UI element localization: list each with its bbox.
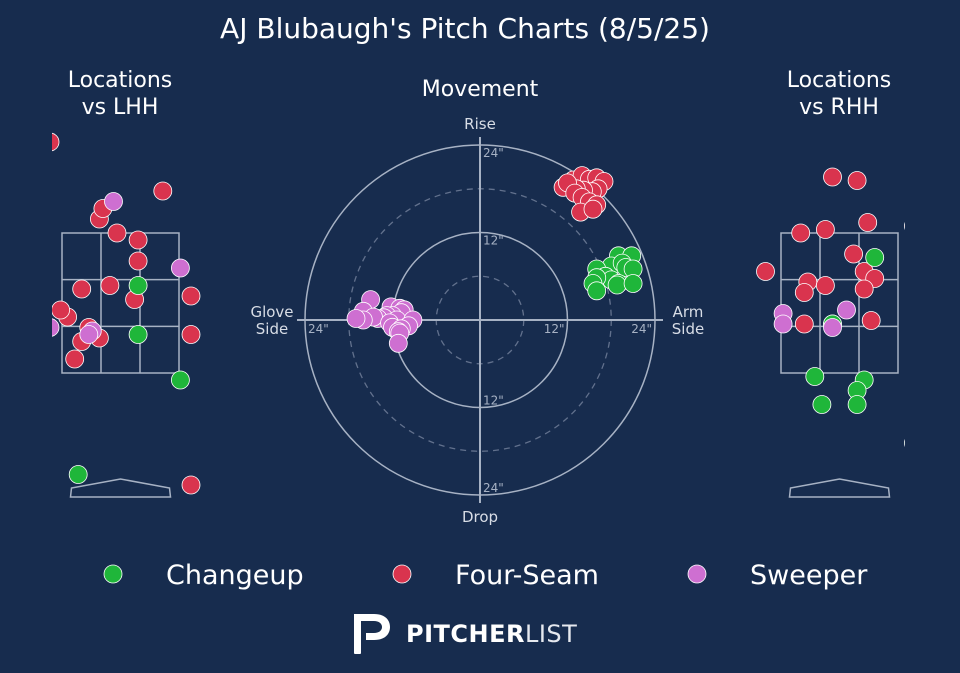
lhh-point-four-seam	[100, 276, 120, 295]
ring-label: 12"	[483, 234, 504, 248]
rhh-point-four-seam	[861, 311, 881, 330]
lhh-points	[16, 132, 201, 495]
lhh-point-four-seam	[72, 279, 92, 299]
movement-point-sweeper	[388, 333, 408, 353]
lhh-home-plate	[69, 478, 172, 498]
lhh-point-sweeper	[170, 258, 190, 278]
rhh-point-sweeper	[823, 318, 842, 337]
lhh-point-four-seam	[153, 181, 173, 201]
lhh-point-four-seam	[181, 286, 201, 306]
rhh-point-four-seam	[794, 314, 814, 334]
legend-marker-sweeper	[687, 564, 707, 584]
movement-point-four-seam	[583, 199, 603, 219]
rhh-point-sweeper	[837, 300, 856, 320]
axis-label-rise: Rise	[464, 115, 496, 133]
lhh-point-changeup	[128, 325, 148, 344]
lhh-point-four-seam	[16, 305, 34, 323]
rhh-point-four-seam	[922, 207, 940, 225]
axis-label-glove-side: Side	[256, 320, 288, 338]
rhh-title-line1: Locations	[787, 68, 892, 93]
rhh-point-changeup	[805, 367, 825, 386]
lhh-point-four-seam	[52, 132, 60, 152]
rhh-title-line2: vs RHH	[799, 95, 879, 120]
pitcherlist-logo: PITCHERLIST	[352, 612, 577, 656]
legend-label-changeup: Changeup	[166, 560, 304, 591]
movement-panel: Movement 24" 12" 12" 24" 12" 24" 24" Rise Drop Gl…	[250, 77, 704, 526]
rhh-strike-zone	[780, 232, 899, 374]
ring-label: 24"	[308, 322, 329, 336]
rhh-point-sweeper	[704, 347, 722, 365]
rhh-point-changeup	[929, 273, 947, 291]
legend-label-sweeper: Sweeper	[750, 560, 868, 591]
rhh-point-changeup	[847, 395, 867, 414]
lhh-point-four-seam	[107, 223, 127, 243]
ring-label: 12"	[544, 322, 565, 336]
axis-label-glove-side: Glove	[250, 303, 293, 321]
lhh-point-four-seam	[181, 475, 201, 495]
rhh-point-four-seam	[823, 167, 842, 187]
lhh-point-changeup	[128, 276, 148, 295]
rhh-point-four-seam	[904, 221, 905, 231]
legend: Changeup Four-Seam Sweeper	[103, 560, 868, 591]
lhh-title-line1: Locations	[68, 68, 173, 93]
lhh-point-sweeper	[79, 325, 99, 344]
rhh-point-four-seam	[756, 262, 775, 281]
figure-title: AJ Blubaugh's Pitch Charts (8/5/25)	[220, 12, 710, 45]
ring-label: 24"	[483, 481, 504, 495]
logo-text-bold: PITCHER	[406, 620, 525, 648]
lhh-point-four-seam	[52, 300, 70, 320]
rhh-point-sweeper	[672, 417, 690, 435]
pitcherlist-logo-icon	[354, 614, 390, 654]
lhh-point-changeup	[170, 370, 190, 390]
lhh-point-four-seam	[181, 325, 201, 344]
axis-label-arm-side: Side	[672, 320, 704, 338]
movement-points	[346, 166, 643, 353]
movement-title: Movement	[422, 77, 539, 102]
rhh-point-four-seam	[844, 244, 863, 264]
movement-point-sweeper	[346, 309, 366, 328]
rhh-point-changeup	[812, 395, 832, 414]
ring-label: 24"	[631, 322, 652, 336]
lhh-locations-panel: Locations vs LHH	[16, 68, 201, 498]
ring-label: 12"	[483, 394, 504, 408]
rhh-point-changeup	[865, 248, 885, 267]
lhh-point-four-seam	[23, 385, 41, 403]
lhh-point-sweeper	[104, 192, 123, 211]
legend-label-four-seam: Four-Seam	[455, 560, 599, 591]
rhh-point-four-seam	[854, 279, 874, 299]
rhh-point-four-seam	[847, 171, 867, 190]
rhh-point-changeup	[929, 350, 947, 368]
lhh-point-changeup	[23, 417, 41, 435]
axis-label-arm-side: Arm	[673, 303, 704, 321]
lhh-point-sweeper	[27, 322, 45, 340]
rhh-points	[668, 167, 947, 448]
rhh-point-changeup	[904, 438, 905, 448]
logo-text-light: LIST	[524, 620, 578, 648]
rhh-point-sweeper	[672, 392, 690, 410]
lhh-point-four-seam	[128, 230, 148, 250]
rhh-point-four-seam	[816, 220, 835, 239]
legend-marker-changeup	[103, 564, 123, 584]
lhh-point-four-seam	[128, 251, 148, 271]
movement-point-changeup	[587, 281, 607, 301]
axis-label-drop: Drop	[462, 508, 498, 526]
lhh-point-four-seam	[65, 349, 85, 369]
movement-point-changeup	[623, 274, 643, 293]
legend-marker-four-seam	[392, 564, 412, 584]
rhh-point-four-seam	[858, 213, 878, 232]
rhh-locations-panel: Locations vs RHH	[668, 68, 947, 498]
rhh-point-four-seam	[816, 276, 835, 295]
lhh-point-changeup	[68, 465, 88, 484]
rhh-point-sweeper	[773, 314, 793, 334]
lhh-title-line2: vs LHH	[82, 95, 159, 120]
rhh-home-plate	[788, 478, 891, 498]
ring-label: 24"	[483, 146, 504, 160]
lhh-point-sweeper	[52, 318, 60, 337]
rhh-point-sweeper	[668, 217, 686, 235]
rhh-point-four-seam	[791, 223, 811, 243]
rhh-point-changeup	[700, 350, 718, 368]
movement-point-changeup	[607, 275, 627, 295]
rhh-point-four-seam	[794, 283, 814, 302]
